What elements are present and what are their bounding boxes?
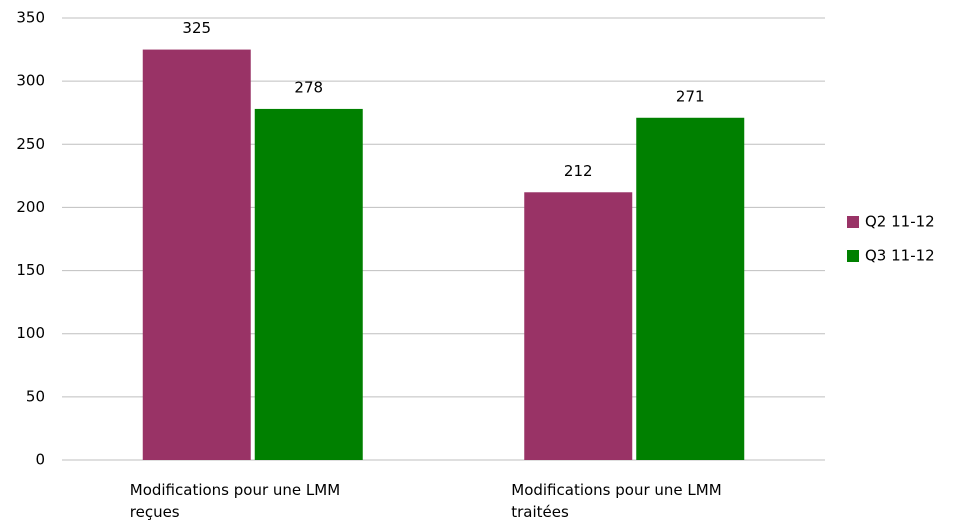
bar [636,117,745,460]
legend-label: Q3 11-12 [865,247,935,265]
data-label: 278 [294,78,323,96]
bar [142,49,251,460]
legend-swatch [847,216,859,228]
data-label: 212 [564,162,593,180]
y-tick-label: 200 [16,198,45,216]
data-label: 271 [676,87,705,105]
x-tick-label: Modifications pour une LMM traitées [511,481,722,521]
legend-label: Q2 11-12 [865,213,935,231]
y-tick-label: 100 [16,324,45,342]
bar [524,192,633,460]
y-tick-label: 250 [16,135,45,153]
y-tick-label: 150 [16,261,45,279]
y-tick-label: 50 [26,387,45,405]
legend-swatch [847,250,859,262]
y-tick-label: 300 [16,72,45,90]
x-tick-label: Modifications pour une LMM reçues [129,481,341,521]
data-label: 325 [182,19,211,37]
y-tick-label: 0 [35,451,45,469]
bar [254,108,363,460]
y-tick-label: 350 [16,9,45,27]
